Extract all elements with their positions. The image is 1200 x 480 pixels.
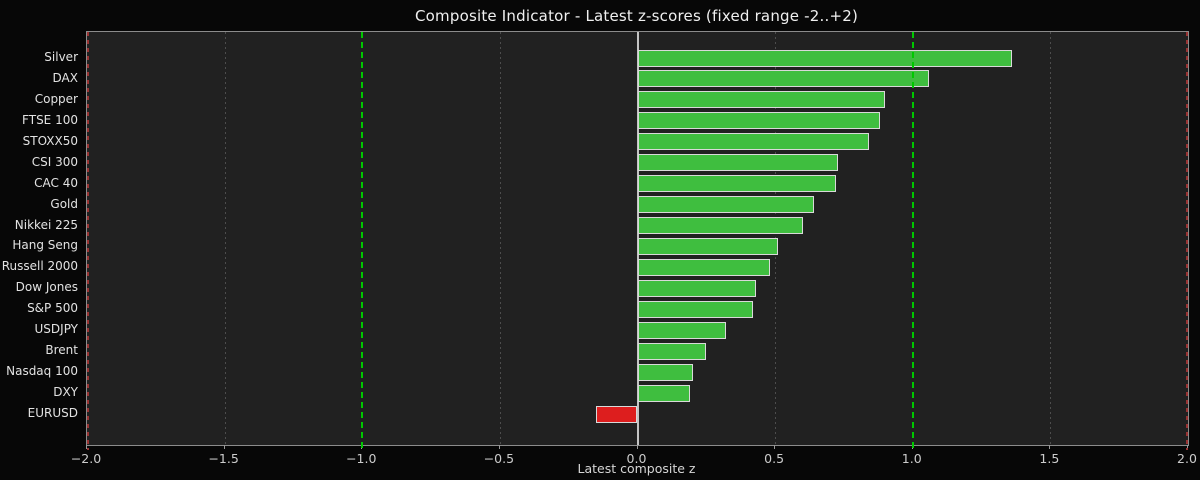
bar-csi-300 <box>637 154 839 172</box>
xtick-label: 1.5 <box>1039 451 1060 466</box>
xtick-label: 0.0 <box>626 451 647 466</box>
category-label-s-p-500: S&P 500 <box>27 301 78 316</box>
bar-silver <box>637 49 1012 67</box>
xtick-label: 0.5 <box>764 451 785 466</box>
xtick-mark <box>636 445 638 449</box>
x-axis-label: Latest composite z <box>577 461 696 476</box>
bar-russell-2000 <box>637 258 770 276</box>
category-label-stoxx50: STOXX50 <box>22 133 78 148</box>
category-label-dxy: DXY <box>53 385 78 400</box>
xtick-mark <box>498 445 500 449</box>
xtick-mark <box>86 445 87 449</box>
bar-hang-seng <box>637 237 778 255</box>
bar-dxy <box>637 384 690 402</box>
category-label-russell-2000: Russell 2000 <box>1 259 78 274</box>
bar-brent <box>637 342 707 360</box>
category-label-brent: Brent <box>45 343 78 358</box>
category-label-cac-40: CAC 40 <box>34 175 78 190</box>
xtick-mark <box>1049 445 1051 449</box>
category-label-ftse-100: FTSE 100 <box>22 112 78 127</box>
bar-ftse-100 <box>637 112 880 130</box>
threshold-line-green <box>911 32 914 450</box>
gridline <box>224 32 226 445</box>
xtick-label: −2.0 <box>70 451 102 466</box>
xtick-mark <box>223 445 225 449</box>
bar-usdjpy <box>637 321 726 339</box>
category-label-dax: DAX <box>52 70 78 85</box>
xtick-label: 2.0 <box>1177 451 1197 466</box>
gridline <box>499 32 501 445</box>
xtick-label: −0.5 <box>483 451 515 466</box>
chart-title: Composite Indicator - Latest z-scores (f… <box>414 7 859 25</box>
bar-dax <box>637 70 930 88</box>
category-label-gold: Gold <box>50 196 78 211</box>
xtick-label: −1.5 <box>208 451 239 466</box>
xtick-label: 1.0 <box>901 451 922 466</box>
category-label-nikkei-225: Nikkei 225 <box>14 217 78 232</box>
bar-eurusd <box>596 405 638 423</box>
category-label-eurusd: EURUSD <box>27 406 78 420</box>
category-label-csi-300: CSI 300 <box>31 154 78 169</box>
category-label-copper: Copper <box>34 91 78 106</box>
bar-nasdaq-100 <box>637 363 693 381</box>
category-label-nasdaq-100: Nasdaq 100 <box>6 364 78 379</box>
bar-stoxx50 <box>637 133 869 151</box>
bar-dow-jones <box>637 279 756 297</box>
category-label-dow-jones: Dow Jones <box>15 280 78 295</box>
category-label-hang-seng: Hang Seng <box>12 238 78 253</box>
bar-gold <box>637 196 814 214</box>
y-axis-labels: Silver DAX Copper FTSE 100 STOXX50 CSI 300 CAC… <box>0 31 78 444</box>
limit-line-red <box>1186 32 1188 450</box>
gridline <box>1050 32 1052 445</box>
limit-line-red <box>87 32 89 450</box>
threshold-line-green <box>361 32 364 450</box>
x-axis-ticks: −2.0 −1.5 −1.0 −0.5 0.0 0.5 1.0 1.5 2.0 <box>71 445 1197 480</box>
bar-s-p-500 <box>637 300 754 318</box>
category-label-usdjpy: USDJPY <box>34 322 78 337</box>
xtick-label: −1.0 <box>346 451 377 466</box>
bar-nikkei-225 <box>637 217 803 235</box>
category-label-silver: Silver <box>44 50 78 64</box>
bar-cac-40 <box>637 175 836 193</box>
bar-copper <box>637 91 886 109</box>
plot-area <box>86 31 1189 450</box>
xtick-mark <box>774 445 776 449</box>
